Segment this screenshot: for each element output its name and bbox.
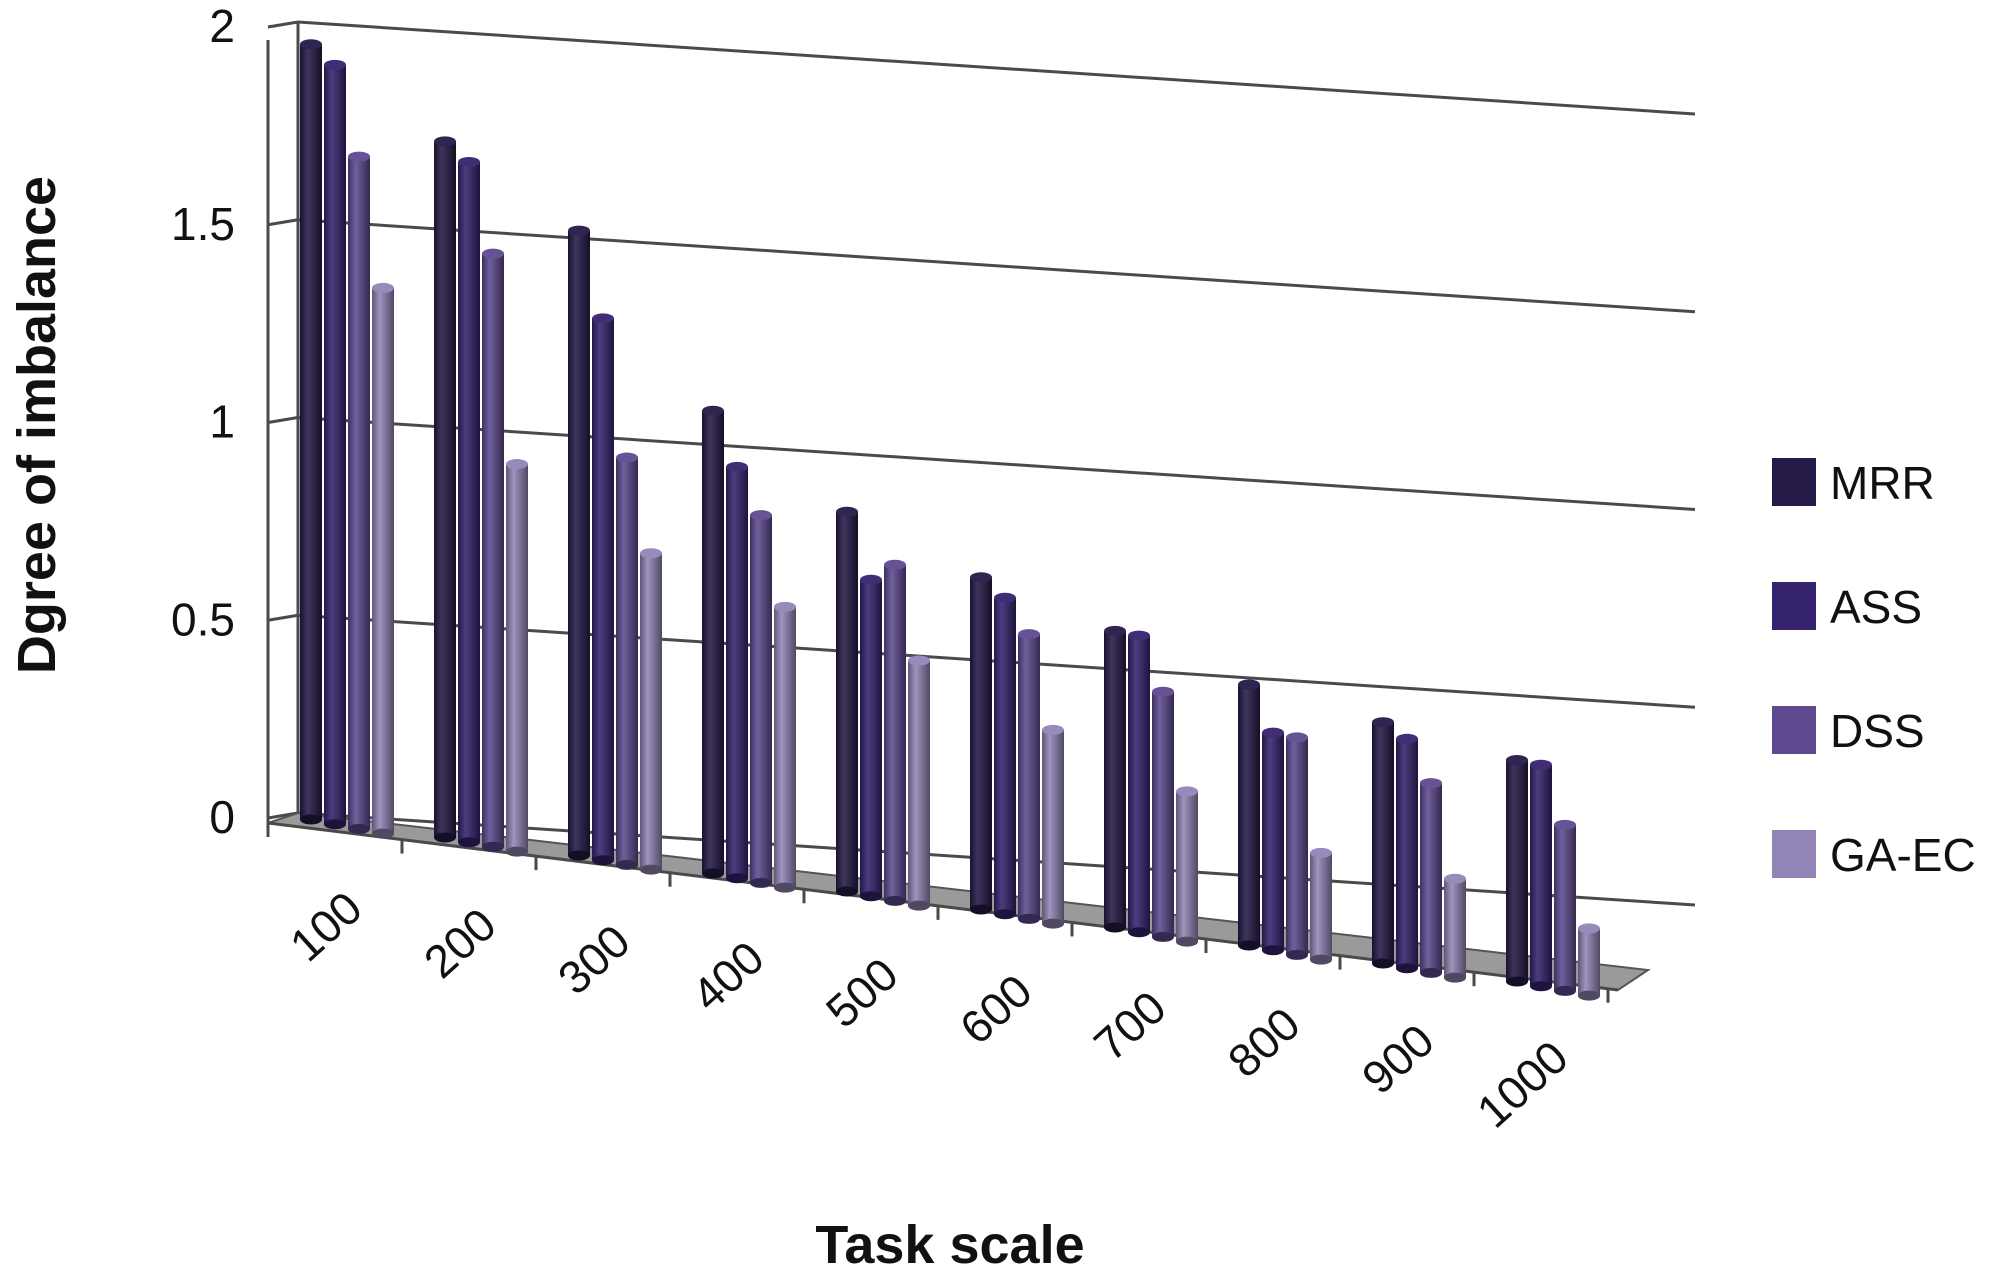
legend-label: MRR <box>1830 457 1935 509</box>
legend-item: DSS <box>1772 705 1925 757</box>
bar <box>1104 625 1126 933</box>
bar <box>1444 873 1466 983</box>
legend-item: GA-EC <box>1772 829 1976 881</box>
legend-label: ASS <box>1830 581 1922 633</box>
legend-swatch <box>1772 582 1816 630</box>
bar <box>592 313 614 866</box>
bar <box>1286 732 1308 960</box>
bar <box>1506 754 1528 987</box>
legend-swatch <box>1772 458 1816 506</box>
legend-swatch <box>1772 706 1816 754</box>
bar <box>1310 847 1332 965</box>
bar <box>616 452 638 870</box>
y-tick-mark <box>267 613 299 622</box>
x-tick-label: 800 <box>1218 997 1310 1087</box>
bar <box>774 601 796 893</box>
bar <box>1152 686 1174 942</box>
legend-item: MRR <box>1772 457 1935 509</box>
bar <box>860 574 882 902</box>
legend: MRR ASS DSS GA-EC <box>1772 457 1976 881</box>
y-tick-mark <box>267 218 299 227</box>
bar <box>1018 629 1040 924</box>
bar <box>970 572 992 915</box>
bar <box>1554 819 1576 996</box>
bar <box>1396 733 1418 974</box>
bar <box>482 248 504 852</box>
bar <box>1420 778 1442 978</box>
bar <box>1176 786 1198 947</box>
x-tick-label: 1000 <box>1467 1030 1578 1137</box>
bar <box>884 559 906 906</box>
x-tick-label: 200 <box>414 898 506 988</box>
legend-swatch <box>1772 830 1816 878</box>
bar <box>1372 717 1394 969</box>
gridline <box>297 416 1696 511</box>
bar <box>434 136 456 843</box>
gridline <box>297 20 1696 116</box>
bar <box>1128 630 1150 938</box>
x-tick-label: 100 <box>280 881 372 971</box>
x-tick-label: 700 <box>1084 981 1176 1071</box>
bars <box>300 39 1600 1001</box>
bar <box>300 39 322 825</box>
y-tick-label: 1.5 <box>171 198 235 250</box>
bar <box>1262 727 1284 956</box>
x-tick-label: 500 <box>816 948 908 1038</box>
y-tick-labels: 0 0.5 1 1.5 2 <box>171 0 235 843</box>
y-axis-title: Dgree of imbalance <box>7 176 67 674</box>
x-tick-label: 600 <box>950 964 1042 1054</box>
bar <box>568 225 590 861</box>
bar <box>1578 923 1600 1001</box>
bar <box>348 151 370 834</box>
bar <box>640 548 662 875</box>
y-tick-label: 0 <box>209 791 235 843</box>
bar <box>994 592 1016 920</box>
bar <box>726 461 748 884</box>
bar <box>372 282 394 839</box>
bar <box>750 510 772 888</box>
legend-label: GA-EC <box>1830 829 1976 881</box>
y-tick-label: 0.5 <box>171 593 235 645</box>
legend-label: DSS <box>1830 705 1925 757</box>
x-tick-label: 900 <box>1352 1014 1444 1104</box>
bar <box>702 405 724 879</box>
x-axis-title: Task scale <box>815 1215 1084 1275</box>
legend-item: ASS <box>1772 581 1922 633</box>
bar <box>1238 679 1260 951</box>
y-tick-label: 1 <box>209 396 235 448</box>
bar <box>836 506 858 897</box>
bar <box>458 156 480 848</box>
gridline <box>297 218 1696 314</box>
y-tick-mark <box>267 20 299 29</box>
bar <box>908 655 930 911</box>
x-tick-label: 300 <box>548 914 640 1004</box>
bar <box>1042 724 1064 929</box>
x-tick-label: 400 <box>682 931 774 1021</box>
y-tick-mark <box>267 416 299 424</box>
y-tick-label: 2 <box>209 0 235 52</box>
bar <box>506 459 528 857</box>
bar <box>324 59 346 830</box>
bar <box>1530 759 1552 992</box>
